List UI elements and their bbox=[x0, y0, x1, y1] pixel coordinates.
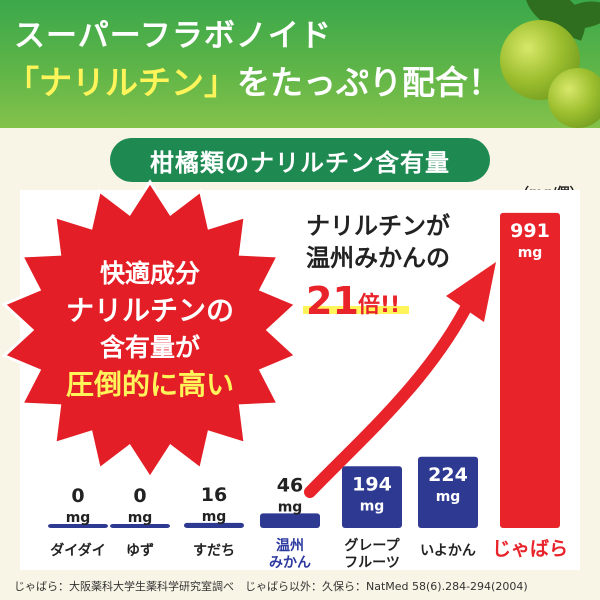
burst-line3: 含有量が bbox=[100, 333, 200, 362]
bar-2 bbox=[184, 522, 244, 528]
unit-label-bar: mg bbox=[128, 510, 153, 526]
category-label: いよかん bbox=[420, 543, 476, 559]
header-line2-rest: をたっぷり配合！ bbox=[237, 63, 501, 102]
growth-arrow bbox=[304, 294, 476, 498]
value-label: 46 bbox=[277, 474, 303, 496]
category-label: ゆず bbox=[126, 542, 154, 559]
value-label: 224 bbox=[428, 464, 468, 486]
unit-label-bar: mg bbox=[518, 245, 543, 261]
value-label: 0 bbox=[71, 485, 84, 507]
bars-group: 0 mg ダイダイ 0 mg ゆず 16 mg すだち 46 mg 温州みかん 194 mg グレープフルー… bbox=[48, 212, 568, 571]
chart-title: 柑橘類のナリルチン含有量 bbox=[110, 138, 490, 182]
category-label: グレープ bbox=[344, 537, 400, 554]
callout: ナリルチンが 温州みかんの 21 倍!! bbox=[303, 212, 450, 323]
callout-suffix: 倍!! bbox=[358, 292, 400, 318]
bar-1 bbox=[110, 524, 170, 528]
lime-fruit-image bbox=[548, 68, 600, 128]
header-banner: スーパーフラボノイド 「ナリルチン」をたっぷり配合！ bbox=[0, 0, 600, 128]
callout-underline bbox=[303, 306, 409, 314]
category-label: じゃばら bbox=[492, 538, 568, 560]
category-label: 温州 bbox=[276, 538, 304, 554]
header-line1: スーパーフラボノイド bbox=[14, 18, 332, 54]
category-label: フルーツ bbox=[344, 555, 400, 571]
unit-label-bar: mg bbox=[66, 510, 91, 526]
burst-line2: ナリルチンの bbox=[66, 294, 234, 327]
unit-label-bar: mg bbox=[202, 509, 227, 525]
burst-line4: 圧倒的に高い bbox=[66, 368, 234, 401]
bar-4 bbox=[342, 466, 402, 528]
unit-label-bar: mg bbox=[436, 489, 461, 505]
starburst-badge bbox=[1, 179, 299, 481]
header-highlight: 「ナリルチン」 bbox=[6, 63, 237, 102]
value-label: 194 bbox=[352, 473, 392, 495]
header-line2: 「ナリルチン」をたっぷり配合！ bbox=[6, 56, 501, 104]
value-label: 0 bbox=[133, 485, 146, 507]
category-label: ダイダイ bbox=[50, 542, 105, 559]
value-label: 991 bbox=[510, 220, 550, 242]
bar-0 bbox=[48, 524, 108, 528]
callout-line2: 温州みかんの bbox=[306, 244, 450, 272]
arrow-head bbox=[446, 262, 496, 322]
value-label: 16 bbox=[201, 484, 227, 506]
unit-label-bar: mg bbox=[360, 498, 385, 514]
burst-text: 快適成分 ナリルチンの 含有量が 圧倒的に高い bbox=[66, 259, 234, 401]
callout-number: 21 bbox=[306, 279, 359, 323]
source-footnote: じゃばら：大阪薬科大学生薬科学研究室調べ じゃばら以外：久保ら：NatMed 5… bbox=[14, 580, 528, 593]
unit-label-bar: mg bbox=[278, 499, 303, 515]
category-label: みかん bbox=[269, 555, 311, 571]
burst-line1: 快適成分 bbox=[100, 259, 200, 288]
category-label: すだち bbox=[193, 543, 235, 559]
callout-line1: ナリルチンが bbox=[306, 212, 450, 240]
bar-5 bbox=[418, 456, 478, 528]
bar-3 bbox=[260, 513, 320, 528]
bar-6 bbox=[500, 212, 560, 528]
